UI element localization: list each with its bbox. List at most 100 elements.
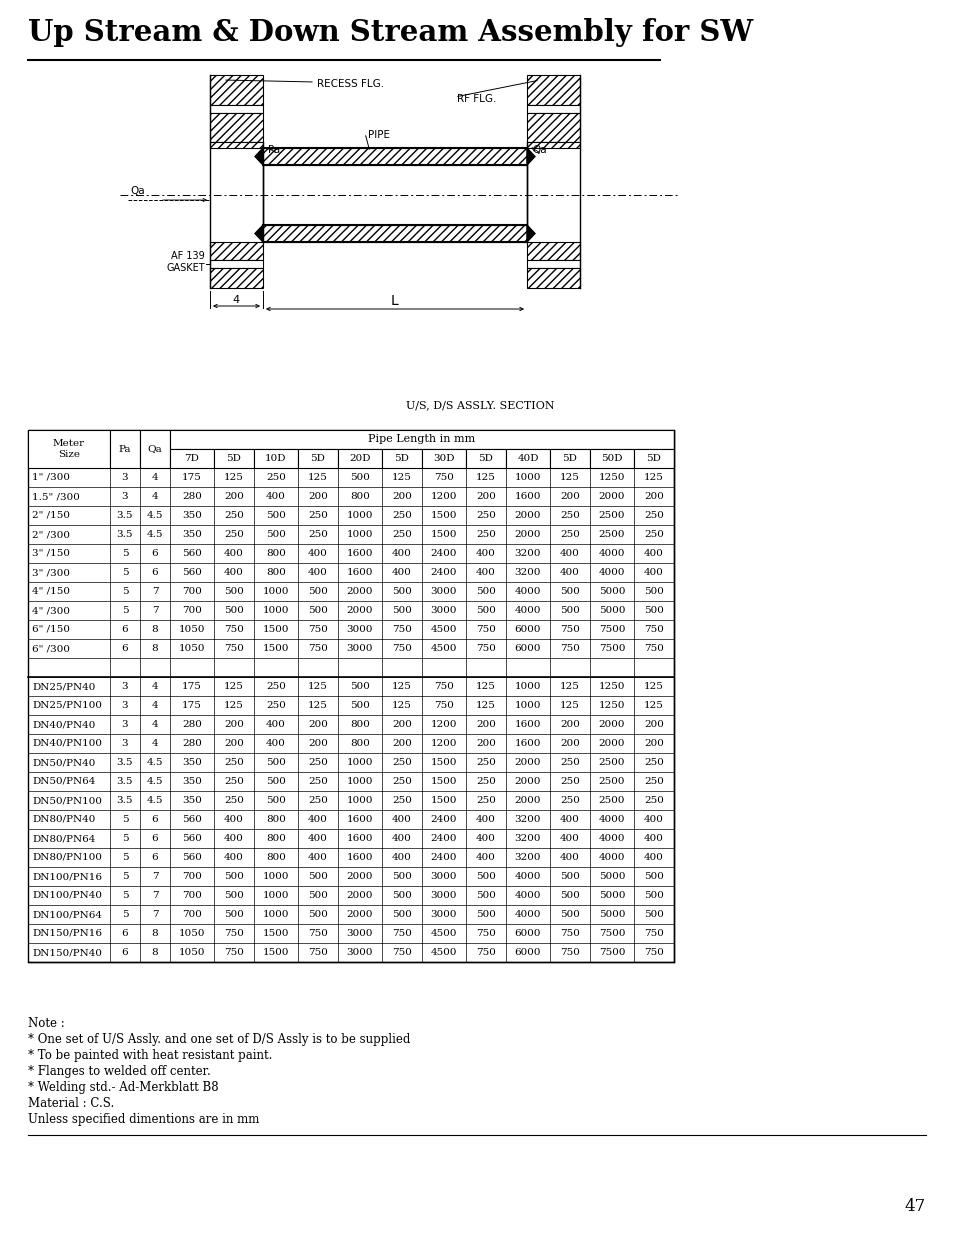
Text: 6: 6	[122, 948, 128, 957]
Text: 400: 400	[559, 815, 579, 824]
Text: 125: 125	[308, 473, 328, 482]
Text: 500: 500	[308, 872, 328, 881]
Text: 250: 250	[224, 758, 244, 767]
Text: 750: 750	[559, 643, 579, 653]
Text: 750: 750	[434, 682, 454, 692]
Text: DN100/PN40: DN100/PN40	[32, 890, 102, 900]
Bar	[337, 450, 381, 468]
Text: 800: 800	[266, 550, 286, 558]
Text: 250: 250	[266, 473, 286, 482]
Text: 750: 750	[224, 929, 244, 939]
Text: 400: 400	[266, 492, 286, 501]
Text: 2000: 2000	[515, 797, 540, 805]
Text: 500: 500	[266, 511, 286, 520]
Text: 2400: 2400	[431, 568, 456, 577]
Bar	[297, 450, 337, 468]
Bar	[210, 268, 263, 288]
Text: 500: 500	[392, 587, 412, 597]
Text: 350: 350	[182, 511, 202, 520]
Text: 250: 250	[643, 797, 663, 805]
Text: 350: 350	[182, 530, 202, 538]
Text: 200: 200	[643, 492, 663, 501]
Text: 175: 175	[182, 473, 202, 482]
Text: 5: 5	[122, 606, 128, 615]
Text: 4" /150: 4" /150	[32, 587, 70, 597]
Text: 125: 125	[476, 473, 496, 482]
Text: DN80/PN100: DN80/PN100	[32, 853, 102, 862]
Text: 400: 400	[476, 834, 496, 844]
Text: 200: 200	[643, 720, 663, 729]
Text: 200: 200	[224, 720, 244, 729]
Text: 500: 500	[308, 890, 328, 900]
Text: 500: 500	[643, 872, 663, 881]
Polygon shape	[254, 148, 263, 165]
Text: 2" /150: 2" /150	[32, 511, 70, 520]
Text: 2000: 2000	[598, 492, 624, 501]
Text: 2000: 2000	[515, 758, 540, 767]
Text: 500: 500	[224, 890, 244, 900]
Text: 1000: 1000	[346, 511, 373, 520]
Bar	[210, 105, 263, 112]
Text: 1250: 1250	[598, 473, 624, 482]
Text: 1500: 1500	[431, 511, 456, 520]
Text: 125: 125	[476, 701, 496, 710]
Bar	[526, 242, 579, 261]
Text: 1000: 1000	[515, 682, 540, 692]
Text: 3200: 3200	[515, 834, 540, 844]
Text: 4000: 4000	[515, 872, 540, 881]
Text: 6: 6	[152, 568, 158, 577]
Text: 560: 560	[182, 568, 202, 577]
Text: 500: 500	[476, 910, 496, 919]
Text: 1600: 1600	[515, 720, 540, 729]
Text: 200: 200	[476, 492, 496, 501]
Text: DN40/PN100: DN40/PN100	[32, 739, 102, 748]
Text: 1500: 1500	[262, 929, 289, 939]
Text: 6: 6	[152, 550, 158, 558]
Text: DN150/PN16: DN150/PN16	[32, 929, 102, 939]
Text: Unless specified dimentions are in mm: Unless specified dimentions are in mm	[28, 1113, 259, 1126]
Text: Note :: Note :	[28, 1016, 65, 1030]
Text: 125: 125	[643, 682, 663, 692]
Text: 750: 750	[308, 625, 328, 634]
Text: 5: 5	[122, 568, 128, 577]
Text: 4.5: 4.5	[147, 530, 163, 538]
Text: 8: 8	[152, 948, 158, 957]
Text: 500: 500	[266, 758, 286, 767]
Text: GASKET: GASKET	[166, 263, 205, 273]
Bar	[253, 450, 297, 468]
Text: 400: 400	[476, 550, 496, 558]
Bar	[634, 450, 673, 468]
Text: 3" /300: 3" /300	[32, 568, 70, 577]
Text: 125: 125	[224, 473, 244, 482]
Text: 3200: 3200	[515, 568, 540, 577]
Text: 800: 800	[266, 853, 286, 862]
Text: 750: 750	[434, 473, 454, 482]
Text: 4.5: 4.5	[147, 511, 163, 520]
Text: 6: 6	[122, 625, 128, 634]
Text: 500: 500	[559, 890, 579, 900]
Text: 30D: 30D	[433, 454, 455, 463]
Text: 1000: 1000	[346, 797, 373, 805]
Text: 2000: 2000	[598, 720, 624, 729]
Text: 500: 500	[476, 890, 496, 900]
Text: 250: 250	[559, 797, 579, 805]
Text: 2500: 2500	[598, 530, 624, 538]
Text: 200: 200	[392, 492, 412, 501]
Bar	[550, 450, 589, 468]
Text: 1500: 1500	[262, 625, 289, 634]
Text: 200: 200	[308, 492, 328, 501]
Text: 500: 500	[224, 606, 244, 615]
Text: 1250: 1250	[598, 682, 624, 692]
Text: 250: 250	[266, 701, 286, 710]
Text: 400: 400	[643, 550, 663, 558]
Bar	[210, 142, 263, 148]
Text: 2400: 2400	[431, 834, 456, 844]
Bar	[210, 75, 263, 105]
Text: 3000: 3000	[431, 872, 456, 881]
Text: 1600: 1600	[346, 568, 373, 577]
Text: 175: 175	[182, 682, 202, 692]
Text: 400: 400	[476, 853, 496, 862]
Text: 3: 3	[122, 701, 128, 710]
Text: U/S, D/S ASSLY. SECTION: U/S, D/S ASSLY. SECTION	[405, 400, 554, 410]
Text: 750: 750	[224, 625, 244, 634]
